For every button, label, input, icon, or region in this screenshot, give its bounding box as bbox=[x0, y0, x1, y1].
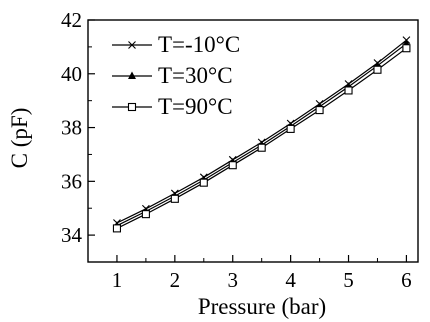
series-point bbox=[112, 224, 121, 233]
series-point bbox=[344, 86, 353, 95]
legend-label: T=30°C bbox=[158, 63, 233, 88]
series-point bbox=[128, 41, 136, 49]
y-tick-label: 34 bbox=[61, 223, 83, 247]
series-point bbox=[170, 194, 179, 203]
x-tick-label: 1 bbox=[112, 268, 123, 292]
plot-frame bbox=[87, 19, 419, 263]
series-point bbox=[402, 44, 411, 53]
x-tick-label: 4 bbox=[285, 268, 296, 292]
plot-border bbox=[87, 19, 419, 263]
legend-label: T=-10°C bbox=[158, 32, 240, 57]
series-point bbox=[199, 178, 208, 187]
series-point bbox=[373, 65, 382, 74]
x-axis-label: Pressure (bar) bbox=[198, 294, 326, 319]
x-tick-label: 6 bbox=[401, 268, 412, 292]
x-tick-label: 2 bbox=[170, 268, 181, 292]
series-point bbox=[286, 124, 295, 133]
y-tick-label: 36 bbox=[61, 169, 82, 193]
y-tick-label: 38 bbox=[61, 116, 82, 140]
series-3 bbox=[112, 44, 411, 233]
series-point bbox=[128, 71, 136, 79]
legend-entry: T=30°C bbox=[112, 63, 233, 88]
x-tick-label: 5 bbox=[343, 268, 354, 292]
legend-label: T=90°C bbox=[158, 94, 233, 119]
series-point bbox=[127, 102, 137, 112]
series-point bbox=[228, 161, 237, 170]
series-point bbox=[315, 106, 324, 115]
y-axis-label: C (pF) bbox=[7, 108, 32, 169]
series-point bbox=[141, 210, 150, 219]
series-layer bbox=[112, 36, 411, 233]
legend-entry: T=-10°C bbox=[112, 32, 240, 57]
legend: T=-10°C T=30°C T=90°C bbox=[112, 32, 240, 119]
legend-entry: T=90°C bbox=[112, 94, 233, 119]
y-tick-label: 40 bbox=[61, 62, 82, 86]
x-tick-label: 3 bbox=[227, 268, 238, 292]
series-point bbox=[257, 143, 266, 152]
y-tick-label: 42 bbox=[61, 8, 82, 32]
